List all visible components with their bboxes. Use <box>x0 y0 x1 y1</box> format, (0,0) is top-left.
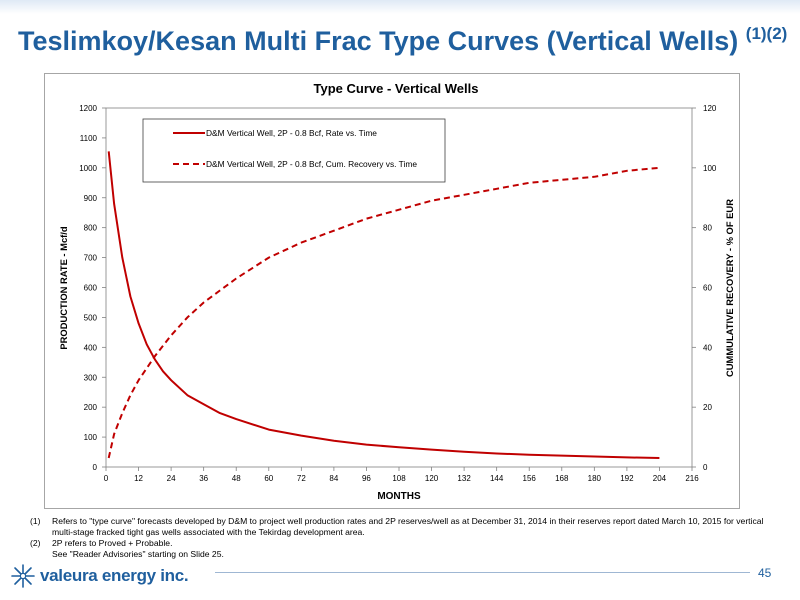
slide-title: Teslimkoy/Kesan Multi Frac Type Curves (… <box>18 24 788 57</box>
legend-label-cum: D&M Vertical Well, 2P - 0.8 Bcf, Cum. Re… <box>206 159 417 169</box>
y-left-tick-label: 900 <box>84 194 98 203</box>
x-tick-label: 60 <box>264 474 273 483</box>
x-tick-label: 204 <box>653 474 667 483</box>
footnote-1-text: Refers to "type curve" forecasts develop… <box>52 516 764 537</box>
top-band <box>0 0 800 14</box>
footnote-2: (2) 2P refers to Proved + Probable. <box>30 538 770 549</box>
legend-label-rate: D&M Vertical Well, 2P - 0.8 Bcf, Rate vs… <box>206 128 377 138</box>
slide-title-text: Teslimkoy/Kesan Multi Frac Type Curves (… <box>18 26 739 56</box>
y-axis-right-label: CUMMULATIVE RECOVERY - % OF EUR <box>724 199 735 377</box>
y-left-tick-label: 400 <box>84 343 98 352</box>
y-right-tick-label: 120 <box>703 104 717 113</box>
chart-series <box>107 151 660 459</box>
y-right-tick-label: 20 <box>703 403 712 412</box>
y-right-tick-label: 0 <box>703 463 708 472</box>
chart-legend: D&M Vertical Well, 2P - 0.8 Bcf, Rate vs… <box>142 118 446 183</box>
y-left-tick-label: 500 <box>84 313 98 322</box>
x-axis-label: MONTHS <box>377 491 421 502</box>
type-curve-chart: Type Curve - Vertical Wells 0 12 24 36 48 60 7… <box>58 81 735 502</box>
y-right-tick-label: 40 <box>703 343 712 352</box>
y-axis-left-label: PRODUCTION RATE - Mcf/d <box>58 226 69 350</box>
x-tick-label: 36 <box>199 474 208 483</box>
y-left-tick-label: 700 <box>84 254 98 263</box>
y-left-tick-label: 1100 <box>80 134 98 143</box>
x-tick-label: 216 <box>685 474 699 483</box>
rate-vs-time-line <box>107 151 660 459</box>
x-tick-label: 168 <box>555 474 569 483</box>
y-left-tick-label: 100 <box>84 433 98 442</box>
x-tick-label: 48 <box>232 474 241 483</box>
footnote-2-number: (2) <box>30 538 41 548</box>
footnote-1: (1) Refers to "type curve" forecasts dev… <box>30 516 770 538</box>
logo-text: valeura energy inc. <box>40 566 189 585</box>
legend-box <box>142 118 446 183</box>
y-right-tick-label: 80 <box>703 224 712 233</box>
x-tick-label: 180 <box>588 474 602 483</box>
chart-frame: Type Curve - Vertical Wells 0 12 24 36 48 60 7… <box>44 73 740 509</box>
y-left-tick-label: 1200 <box>79 104 97 113</box>
page-number: 45 <box>758 566 772 580</box>
footnote-advisory: See "Reader Advisories" starting on Slid… <box>52 549 224 559</box>
x-tick-label: 84 <box>329 474 338 483</box>
footer-rule <box>215 572 750 573</box>
chart-axes: 0 12 24 36 48 60 72 84 96 108 120 132 144 156 168 180 19… <box>79 104 717 483</box>
slide-title-superscript: (1)(2) <box>745 24 788 43</box>
y-left-tick-label: 0 <box>93 463 98 472</box>
x-tick-label: 120 <box>425 474 439 483</box>
y-left-tick-label: 800 <box>84 224 98 233</box>
y-right-tick-label: 60 <box>703 284 712 293</box>
company-logo: valeura energy inc. <box>10 561 189 591</box>
x-tick-label: 156 <box>523 474 537 483</box>
footnote-2-text: 2P refers to Proved + Probable. <box>52 538 173 548</box>
x-tick-label: 192 <box>620 474 634 483</box>
x-tick-label: 24 <box>167 474 176 483</box>
x-tick-label: 0 <box>104 474 109 483</box>
x-tick-label: 12 <box>134 474 143 483</box>
x-tick-label: 144 <box>490 474 504 483</box>
x-tick-label: 72 <box>297 474 306 483</box>
y-left-tick-label: 300 <box>84 373 98 382</box>
x-tick-label: 108 <box>392 474 406 483</box>
y-left-tick-label: 600 <box>84 284 98 293</box>
footnotes: (1) Refers to "type curve" forecasts dev… <box>30 516 770 560</box>
y-left-tick-label: 200 <box>84 403 98 412</box>
chart-title: Type Curve - Vertical Wells <box>314 81 479 96</box>
y-right-tick-label: 100 <box>703 164 717 173</box>
footnote-1-number: (1) <box>30 516 41 526</box>
starburst-icon <box>11 564 35 588</box>
y-left-tick-label: 1000 <box>79 164 97 173</box>
x-tick-label: 132 <box>457 474 471 483</box>
x-tick-label: 96 <box>362 474 371 483</box>
cum-recovery-line <box>107 166 660 459</box>
